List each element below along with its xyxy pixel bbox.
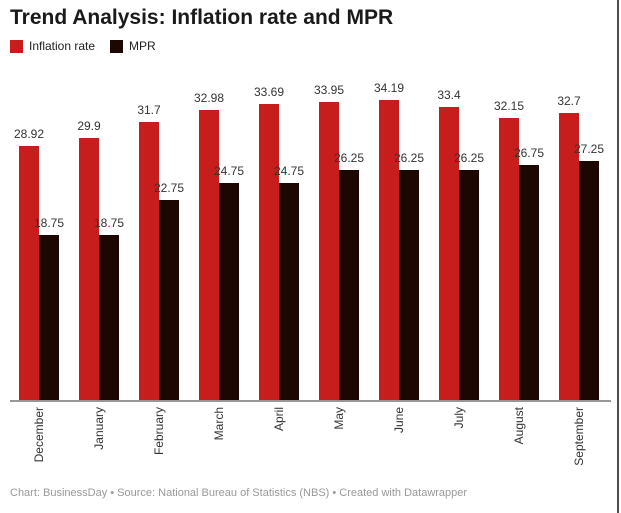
bar-value-label-mpr: 26.25: [333, 150, 365, 165]
bar-value-label-mpr: 18.75: [33, 216, 65, 231]
legend-swatch-mpr: [110, 39, 124, 53]
x-axis-label: December: [32, 407, 47, 463]
legend-label-inflation-rate: Inflation rate: [29, 39, 96, 53]
x-axis-label: February: [152, 407, 167, 456]
bar-mpr: [579, 160, 599, 400]
legend-item-inflation-rate: Inflation rate: [10, 39, 95, 53]
chart-title: Trend Analysis: Inflation rate and MPR: [10, 6, 394, 29]
x-axis-label: July: [452, 407, 467, 429]
legend: Inflation rate MPR: [10, 39, 156, 53]
bar-value-label-inflation-rate: 28.92: [13, 127, 45, 142]
window-edge-line: [617, 0, 619, 513]
bar-value-label-inflation-rate: 32.15: [493, 98, 525, 113]
bar-inflation-rate: [499, 117, 519, 400]
bar-value-label-inflation-rate: 31.7: [137, 102, 161, 117]
bar-mpr: [99, 235, 119, 400]
x-axis-label: September: [572, 407, 587, 466]
bar-value-label-inflation-rate: 33.95: [313, 82, 345, 97]
bar-value-label-inflation-rate: 33.69: [253, 85, 285, 100]
bar-inflation-rate: [259, 104, 279, 400]
legend-label-mpr: MPR: [129, 39, 156, 53]
bar-inflation-rate: [319, 101, 339, 400]
x-axis-labels: December January February March April May June…: [0, 407, 621, 485]
bar-value-label-mpr: 26.25: [393, 150, 425, 165]
x-axis-label: June: [392, 407, 407, 434]
plot-area: 28.92 18.75 29.9 18.75 31.7 22.75 32.98 24.75 33…: [13, 80, 605, 400]
bar-value-label-mpr: 22.75: [153, 181, 185, 196]
x-axis-label: May: [332, 407, 347, 430]
attribution-footer: Chart: BusinessDay • Source: National Bu…: [10, 487, 468, 499]
bar-mpr: [39, 235, 59, 400]
legend-swatch-inflation-rate: [10, 39, 23, 53]
bar-mpr: [339, 169, 359, 400]
bar-value-label-inflation-rate: 29.9: [77, 118, 101, 133]
x-axis-line: [10, 400, 611, 402]
bar-value-label-inflation-rate: 34.19: [373, 80, 405, 95]
bar-mpr: [459, 169, 479, 400]
bar-mpr: [159, 200, 179, 400]
bar-inflation-rate: [139, 121, 159, 400]
bar-inflation-rate: [559, 112, 579, 400]
bar-value-label-inflation-rate: 32.7: [557, 93, 581, 108]
bar-value-label-mpr: 26.75: [513, 146, 545, 161]
bar-value-label-mpr: 18.75: [93, 216, 125, 231]
bar-value-label-mpr: 24.75: [213, 163, 245, 178]
bar-mpr: [279, 182, 299, 400]
bar-inflation-rate: [439, 106, 459, 400]
bar-value-label-mpr: 24.75: [273, 163, 305, 178]
bar-inflation-rate: [379, 99, 399, 400]
bar-value-label-mpr: 27.25: [573, 141, 605, 156]
bar-value-label-inflation-rate: 33.4: [437, 87, 461, 102]
bar-inflation-rate: [19, 146, 39, 400]
x-axis-label: March: [212, 407, 227, 441]
bar-value-label-inflation-rate: 32.98: [193, 91, 225, 106]
x-axis-label: January: [92, 407, 107, 450]
bar-mpr: [519, 165, 539, 400]
x-axis-label: August: [512, 407, 527, 445]
bar-mpr: [399, 169, 419, 400]
bar-inflation-rate: [199, 110, 219, 400]
bar-value-label-mpr: 26.25: [453, 150, 485, 165]
x-axis-label: April: [272, 407, 287, 432]
bar-inflation-rate: [79, 137, 99, 400]
legend-item-mpr: MPR: [110, 39, 156, 53]
bar-mpr: [219, 182, 239, 400]
